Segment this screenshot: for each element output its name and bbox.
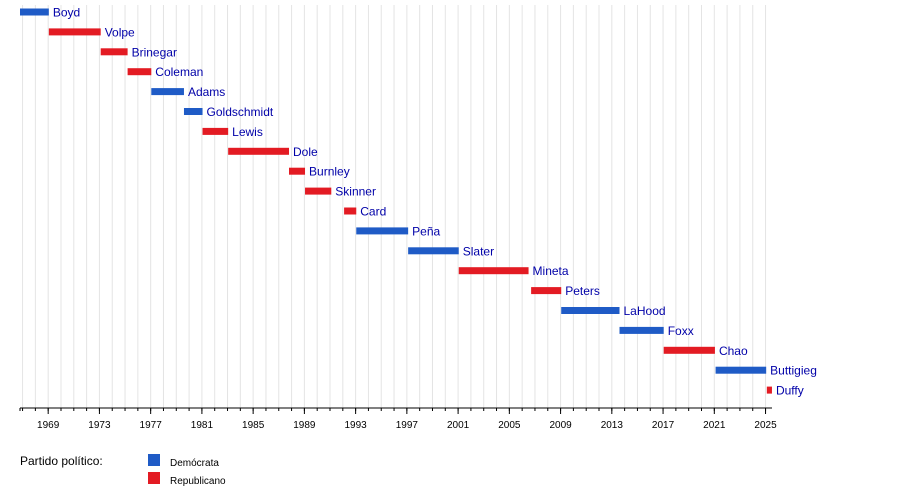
grid-lines <box>22 5 767 408</box>
x-tick-label: 1985 <box>242 420 265 431</box>
x-tick-label: 2013 <box>601 420 624 431</box>
term-bar <box>151 88 184 96</box>
term-bar <box>100 48 128 56</box>
x-tick-label: 2009 <box>549 420 572 431</box>
term-label: Buttigieg <box>770 364 817 378</box>
term-label: Dole <box>293 145 318 159</box>
x-tick-label: 2021 <box>703 420 726 431</box>
term-label: Chao <box>719 344 748 358</box>
term-label: Lewis <box>232 125 263 139</box>
term-bar <box>305 187 332 195</box>
term-bar <box>561 307 620 314</box>
term-bar <box>202 127 229 135</box>
term-bar <box>408 247 459 255</box>
term-label: LaHood <box>624 304 666 318</box>
legend-label-republican: Republicano <box>170 476 226 487</box>
term-bar <box>715 366 767 374</box>
x-tick-label: 1993 <box>344 420 367 431</box>
term-bar <box>127 68 152 76</box>
x-tick-label: 1981 <box>191 420 214 431</box>
x-tick-label: 1997 <box>396 420 419 431</box>
x-tick-label: 1977 <box>140 420 163 431</box>
term-bar <box>766 386 772 394</box>
x-tick-label: 2001 <box>447 420 470 431</box>
x-axis: 1969 1973 1977 1981 1985 1989 1993 1997 2001 2005… <box>19 407 777 431</box>
x-tick-label: 2005 <box>498 420 521 431</box>
term-label: Skinner <box>335 185 376 199</box>
term-bar <box>663 346 715 354</box>
term-label: Card <box>360 205 386 219</box>
term-label: Peña <box>412 224 440 238</box>
term-label: Adams <box>188 85 225 99</box>
legend-swatch-democrat <box>148 454 160 466</box>
term-label: Duffy <box>776 384 804 398</box>
term-label: Coleman <box>155 65 203 79</box>
term-label: Burnley <box>309 165 350 179</box>
term-bar <box>20 8 49 16</box>
term-label: Brinegar <box>132 45 177 59</box>
term-label: Peters <box>565 284 600 298</box>
legend-label-democrat: Demócrata <box>170 458 219 469</box>
term-label: Boyd <box>53 6 80 20</box>
term-label: Slater <box>463 244 494 258</box>
legend-title: Partido político: <box>20 454 103 468</box>
term-bar <box>356 227 409 235</box>
legend-swatch-republican <box>148 472 160 484</box>
x-tick-label: 2017 <box>652 420 675 431</box>
term-label: Foxx <box>668 324 694 338</box>
term-label: Goldschmidt <box>207 105 274 119</box>
term-bar <box>458 267 529 275</box>
term-label: Mineta <box>533 264 569 278</box>
x-tick-label: 1973 <box>88 420 111 431</box>
term-bar <box>48 28 101 36</box>
term-bars <box>20 8 772 394</box>
term-labels: Boyd Volpe Brinegar Coleman Adams Goldschmidt… <box>53 6 817 398</box>
x-tick-label: 1989 <box>293 420 316 431</box>
term-label: Volpe <box>105 25 135 39</box>
term-bar <box>344 207 357 215</box>
term-bar <box>289 167 306 175</box>
x-tick-label: 2025 <box>754 420 777 431</box>
term-bar <box>183 108 203 115</box>
term-bar <box>619 326 664 334</box>
term-bar <box>228 147 290 155</box>
term-bar <box>531 287 562 295</box>
x-tick-label: 1969 <box>37 420 60 431</box>
legend: Partido político: Demócrata Republicano <box>20 454 226 487</box>
